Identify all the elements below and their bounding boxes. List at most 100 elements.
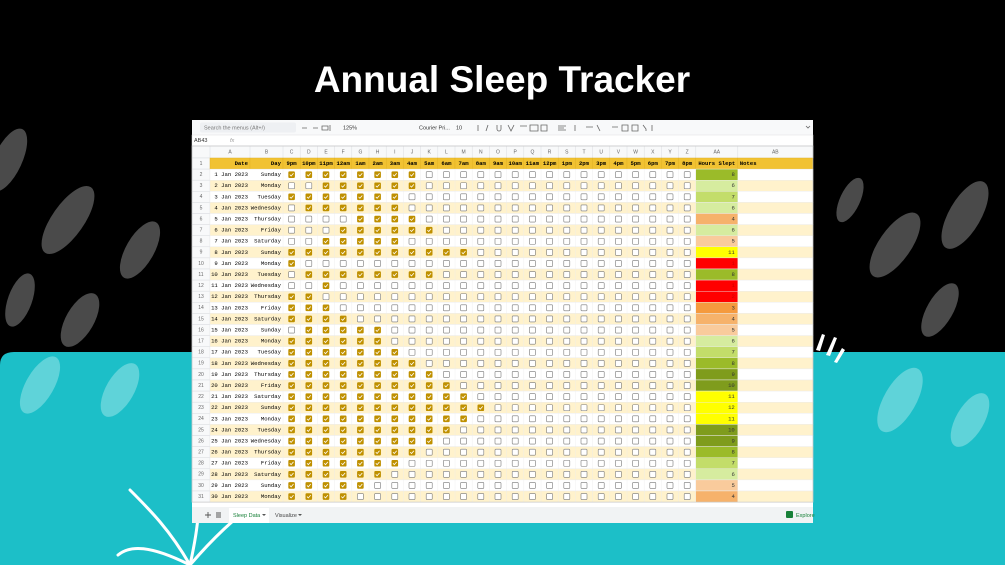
checkbox-checked[interactable]: [391, 360, 399, 367]
checkbox[interactable]: [615, 493, 622, 500]
checkbox[interactable]: [666, 404, 674, 412]
checkbox[interactable]: [425, 337, 433, 345]
checkbox-checked[interactable]: [288, 193, 295, 201]
checkbox[interactable]: [615, 204, 622, 212]
checkbox[interactable]: [494, 382, 502, 389]
checkbox[interactable]: [494, 459, 502, 467]
checkbox[interactable]: [615, 326, 622, 334]
checkbox-checked[interactable]: [288, 348, 295, 356]
checkbox-checked[interactable]: [374, 237, 381, 245]
checkbox[interactable]: [649, 393, 657, 400]
checkbox-checked[interactable]: [322, 249, 330, 256]
checkbox[interactable]: [649, 271, 657, 278]
checkbox[interactable]: [443, 271, 450, 278]
checkbox[interactable]: [529, 337, 536, 345]
checkbox[interactable]: [563, 226, 571, 234]
checkbox[interactable]: [597, 482, 605, 489]
checkbox[interactable]: [460, 326, 467, 334]
checkbox[interactable]: [615, 315, 622, 323]
checkbox[interactable]: [477, 271, 485, 278]
checkbox[interactable]: [597, 226, 605, 234]
checkbox[interactable]: [597, 382, 605, 389]
checkbox[interactable]: [546, 337, 553, 345]
checkbox[interactable]: [580, 448, 588, 456]
checkbox[interactable]: [494, 393, 502, 400]
checkbox[interactable]: [580, 371, 588, 378]
checkbox-checked[interactable]: [288, 393, 295, 400]
checkbox-checked[interactable]: [374, 415, 381, 423]
checkbox[interactable]: [580, 237, 588, 245]
checkbox[interactable]: [563, 415, 571, 423]
checkbox[interactable]: [408, 204, 416, 212]
checkbox[interactable]: [443, 437, 450, 445]
checkbox[interactable]: [546, 282, 553, 289]
checkbox[interactable]: [408, 459, 416, 467]
checkbox[interactable]: [460, 459, 467, 467]
checkbox[interactable]: [546, 215, 553, 223]
checkbox-checked[interactable]: [357, 360, 364, 367]
checkbox[interactable]: [529, 193, 536, 201]
checkbox[interactable]: [666, 337, 674, 345]
checkbox-checked[interactable]: [460, 249, 467, 256]
checkbox[interactable]: [546, 493, 553, 500]
checkbox[interactable]: [443, 493, 450, 500]
checkbox[interactable]: [546, 415, 553, 423]
checkbox[interactable]: [357, 493, 364, 500]
checkbox[interactable]: [666, 171, 674, 178]
checkbox[interactable]: [649, 193, 657, 201]
checkbox[interactable]: [580, 304, 588, 312]
checkbox[interactable]: [288, 237, 295, 245]
checkbox[interactable]: [443, 371, 450, 378]
checkbox[interactable]: [511, 282, 519, 289]
checkbox-checked[interactable]: [339, 437, 347, 445]
checkbox[interactable]: [425, 171, 433, 178]
checkbox[interactable]: [615, 459, 622, 467]
checkbox[interactable]: [683, 182, 691, 190]
checkbox-checked[interactable]: [425, 404, 433, 412]
checkbox-checked[interactable]: [408, 393, 416, 400]
checkbox[interactable]: [666, 459, 674, 467]
checkbox[interactable]: [443, 260, 450, 267]
checkbox[interactable]: [529, 260, 536, 267]
checkbox-checked[interactable]: [374, 471, 381, 478]
checkbox[interactable]: [563, 237, 571, 245]
checkbox-checked[interactable]: [288, 337, 295, 345]
checkbox-checked[interactable]: [322, 382, 330, 389]
checkbox[interactable]: [511, 382, 519, 389]
checkbox[interactable]: [477, 293, 485, 301]
checkbox[interactable]: [580, 426, 588, 434]
checkbox-checked[interactable]: [339, 337, 347, 345]
checkbox[interactable]: [511, 393, 519, 400]
checkbox[interactable]: [563, 371, 571, 378]
checkbox[interactable]: [477, 282, 485, 289]
checkbox[interactable]: [477, 249, 485, 256]
checkbox[interactable]: [477, 426, 485, 434]
checkbox[interactable]: [511, 360, 519, 367]
checkbox[interactable]: [666, 471, 674, 478]
checkbox[interactable]: [305, 237, 313, 245]
checkbox[interactable]: [683, 482, 691, 489]
checkbox-checked[interactable]: [357, 459, 364, 467]
checkbox[interactable]: [511, 249, 519, 256]
checkbox[interactable]: [460, 382, 467, 389]
checkbox-checked[interactable]: [322, 282, 330, 289]
checkbox[interactable]: [666, 293, 674, 301]
checkbox[interactable]: [580, 215, 588, 223]
checkbox[interactable]: [460, 426, 467, 434]
checkbox[interactable]: [563, 193, 571, 201]
checkbox[interactable]: [649, 282, 657, 289]
checkbox-checked[interactable]: [443, 382, 450, 389]
checkbox[interactable]: [683, 304, 691, 312]
checkbox[interactable]: [529, 237, 536, 245]
checkbox-checked[interactable]: [322, 326, 330, 334]
checkbox[interactable]: [563, 304, 571, 312]
checkbox[interactable]: [649, 360, 657, 367]
zoom-level[interactable]: 125%: [343, 125, 357, 131]
checkbox[interactable]: [546, 260, 553, 267]
checkbox[interactable]: [288, 182, 295, 190]
checkbox[interactable]: [683, 459, 691, 467]
checkbox-checked[interactable]: [425, 393, 433, 400]
checkbox-checked[interactable]: [374, 426, 381, 434]
checkbox-checked[interactable]: [339, 315, 347, 323]
checkbox[interactable]: [529, 459, 536, 467]
